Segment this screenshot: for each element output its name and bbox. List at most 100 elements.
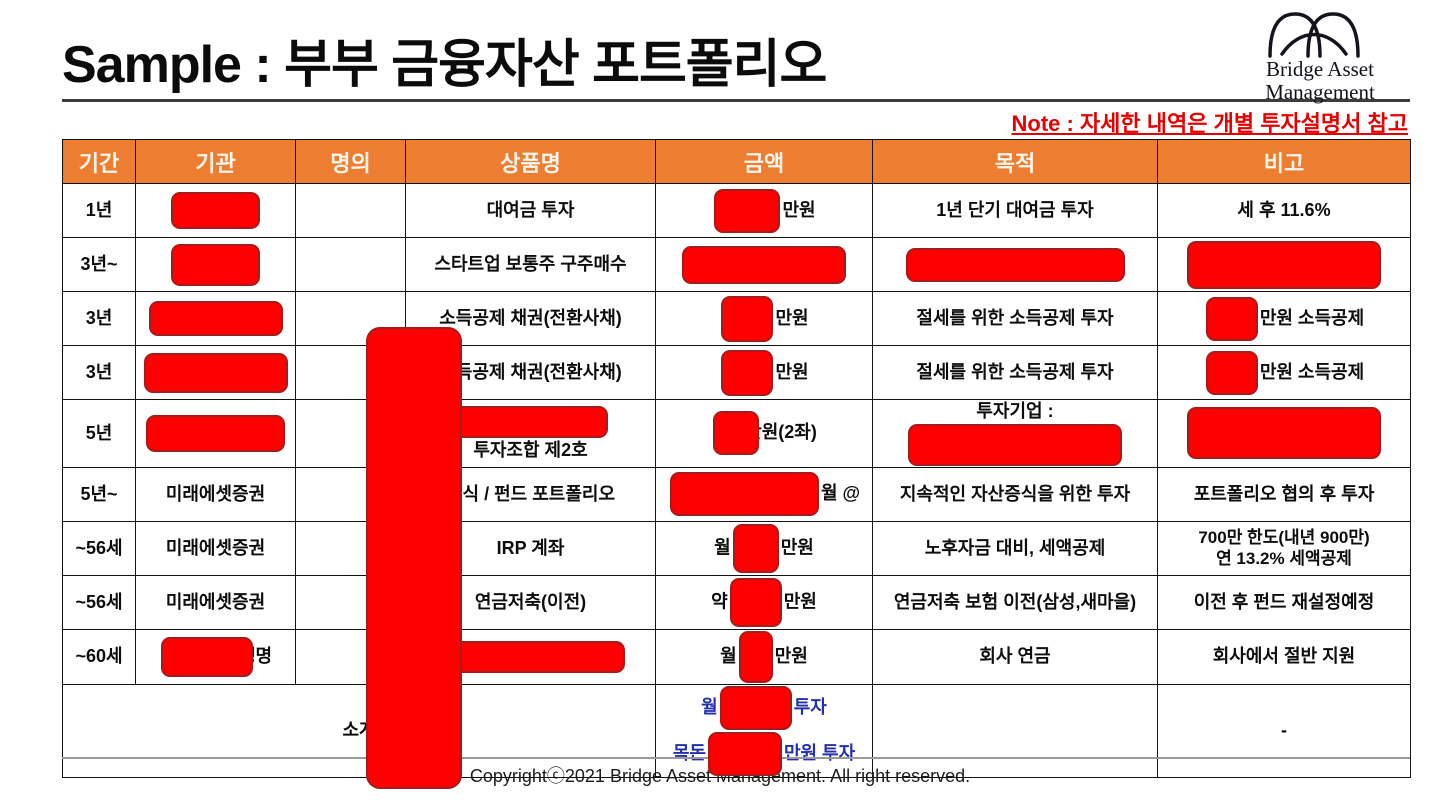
column-header: 기관 — [135, 139, 296, 184]
table-cell: 연금저축 보험 이전(삼성,새마을) — [872, 574, 1158, 630]
column-header: 목적 — [872, 139, 1158, 184]
table-cell: 포트폴리오 협의 후 투자 — [1157, 466, 1411, 522]
redaction-box — [143, 352, 288, 393]
table-cell: 월 만원 — [655, 520, 873, 576]
table-cell: 5년~ — [62, 466, 136, 522]
redaction-box — [436, 640, 625, 673]
table-cell: ~56세 — [62, 520, 136, 576]
table-row: ~56세 미래에셋증권 IRP 계좌 월 만원 노후자금 대비, 세액공제 700만 한도(… — [62, 520, 1411, 576]
page-title: Sample : 부부 금융자산 포트폴리오 — [62, 36, 827, 94]
column-header: 기간 — [62, 139, 136, 184]
redaction-box — [732, 523, 779, 573]
table-row: ~60세 생명 월 만원 회사 연금 회사에서 절반 지원 — [62, 628, 1411, 685]
table-cell — [135, 291, 296, 346]
table-cell: 월 만원 — [655, 628, 873, 685]
table-cell: 이전 후 펀드 재설정예정 — [1157, 574, 1411, 630]
table-cell: ~60세 — [62, 628, 136, 685]
redaction-box — [682, 245, 846, 284]
redaction-box — [721, 349, 774, 396]
table-cell: 미래에셋증권 — [135, 466, 296, 522]
table-cell: 지속적인 자산증식을 위한 투자 — [872, 466, 1158, 522]
table-cell — [135, 399, 296, 468]
column-header: 상품명 — [405, 139, 656, 184]
table-cell: 절세를 위한 소득공제 투자 — [872, 345, 1158, 400]
redaction-box — [1205, 350, 1258, 395]
table-cell — [1157, 399, 1411, 468]
table-cell: 세 후 11.6% — [1157, 183, 1411, 238]
redaction-box — [714, 188, 781, 233]
table-cell: 약 만원 — [655, 574, 873, 630]
table-cell: 만원 — [655, 183, 873, 238]
portfolio-table: 기간 기관 명의 상품명 금액 목적 비고 1년 대여금 투자 만원 1년 단기 대여금 투자 세 … — [62, 139, 1411, 778]
table-cell — [135, 183, 296, 238]
table-cell — [135, 237, 296, 292]
table-cell: 만원 소득공제 — [1157, 345, 1411, 400]
table-cell: 노후자금 대비, 세액공제 — [872, 520, 1158, 576]
table-cell — [655, 237, 873, 292]
table-cell: 1년 — [62, 183, 136, 238]
redaction-box — [721, 295, 774, 342]
logo-text-line2: Management — [1265, 79, 1375, 104]
table-cell: 소계 — [62, 683, 656, 778]
table-row: 소계 월 투자 목돈 만원 투자 - — [62, 683, 1411, 778]
column-header: 비고 — [1157, 139, 1411, 184]
portfolio-table-container: 기간 기관 명의 상품명 금액 목적 비고 1년 대여금 투자 만원 1년 단기 대여금 투자 세 … — [62, 139, 1411, 789]
logo-text-line1: Bridge Asset — [1266, 57, 1374, 81]
table-cell: 3년 — [62, 291, 136, 346]
table-cell: 700만 한도(내년 900만) 연 13.2% 세액공제 — [1157, 520, 1411, 576]
table-cell — [872, 683, 1158, 778]
table-cell: 만원 — [655, 291, 873, 346]
table-cell: 미래에셋증권 — [135, 574, 296, 630]
redaction-box — [738, 630, 773, 683]
redaction-box — [171, 243, 260, 286]
column-header: 명의 — [295, 139, 406, 184]
title-divider — [62, 99, 1410, 102]
table-cell: 회사 연금 — [872, 628, 1158, 685]
redaction-box — [669, 472, 819, 516]
table-cell: 절세를 위한 소득공제 투자 — [872, 291, 1158, 346]
table-row: 1년 대여금 투자 만원 1년 단기 대여금 투자 세 후 11.6% — [62, 183, 1411, 238]
table-cell — [135, 345, 296, 400]
table-cell: 회사에서 절반 지원 — [1157, 628, 1411, 685]
table-cell: 만원(2좌) — [655, 399, 873, 468]
table-cell: - — [1157, 683, 1411, 778]
company-logo: Bridge Asset Management — [1250, 8, 1390, 104]
redaction-box — [905, 247, 1125, 282]
bridge-logo-icon — [1268, 12, 1360, 58]
table-cell: 월 @ — [655, 466, 873, 522]
copyright-text: Copyrightⓒ2021 Bridge Asset Management. … — [469, 766, 971, 786]
table-cell: 3년~ — [62, 237, 136, 292]
table-cell: 생명 — [135, 628, 296, 685]
table-cell: 1년 단기 대여금 투자 — [872, 183, 1158, 238]
table-cell: 3년 — [62, 345, 136, 400]
redaction-box — [908, 423, 1122, 466]
table-cell: ~56세 — [62, 574, 136, 630]
table-cell: 만원 — [655, 345, 873, 400]
table-row: 3년 소득공제 채권(전환사채) 만원 절세를 위한 소득공제 투자 만원 소득공제 — [62, 345, 1411, 400]
table-row: 3년 소득공제 채권(전환사채) 만원 절세를 위한 소득공제 투자 만원 소득공제 — [62, 291, 1411, 346]
redaction-box-owner-column — [366, 327, 462, 789]
table-cell: 5년 — [62, 399, 136, 468]
table-cell — [295, 183, 406, 238]
column-header: 금액 — [655, 139, 873, 184]
redaction-box — [1187, 240, 1381, 289]
table-cell: 대여금 투자 — [405, 183, 656, 238]
portfolio-table-body: 1년 대여금 투자 만원 1년 단기 대여금 투자 세 후 11.6% 3년~ 스타트업 보… — [62, 183, 1411, 778]
redaction-box — [160, 636, 253, 677]
note-text: Note : 자세한 내역은 개별 투자설명서 참고 — [1011, 111, 1409, 136]
table-cell — [872, 237, 1158, 292]
table-cell: 미래에셋증권 — [135, 520, 296, 576]
table-cell: 만원 소득공제 — [1157, 291, 1411, 346]
redaction-box — [171, 192, 260, 229]
table-cell: 투자기업 : — [872, 399, 1158, 468]
redaction-box — [148, 301, 283, 336]
table-cell — [295, 237, 406, 292]
table-row: 3년~ 스타트업 보통주 구주매수 — [62, 237, 1411, 292]
table-row: 5년~ 미래에셋증권 주식 / 펀드 포트폴리오 월 @ 지속적인 자산증식을 위한 투… — [62, 466, 1411, 522]
redaction-box — [713, 411, 760, 456]
table-row: ~56세 미래에셋증권 연금저축(이전) 약 만원 연금저축 보험 이전(삼성,새마을) 이… — [62, 574, 1411, 630]
table-cell: 스타트업 보통주 구주매수 — [405, 237, 656, 292]
redaction-box — [453, 406, 608, 438]
redaction-box — [729, 577, 782, 627]
